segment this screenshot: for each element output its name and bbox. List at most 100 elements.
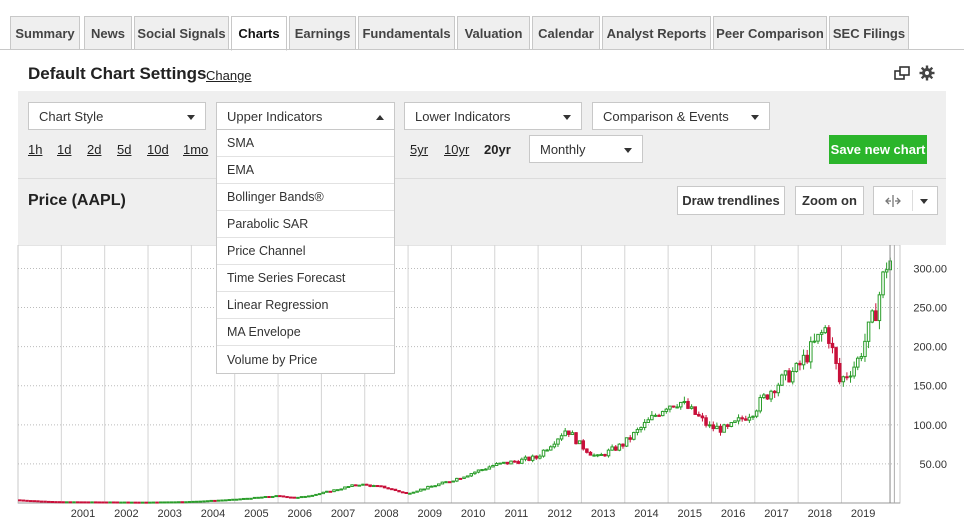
candle-up [520,458,524,464]
range-1h[interactable]: 1h [28,142,43,157]
candle-up [754,410,759,417]
candle-down [534,455,539,459]
candle-up [675,406,679,409]
chevron-down-icon [751,115,759,120]
candle-down [845,376,849,379]
candle-down [837,362,842,383]
x-tick-label: 2003 [157,508,181,520]
comparison-events-select[interactable]: Comparison & Events [592,102,770,130]
candle-up [632,431,636,440]
crosshair-select[interactable] [873,186,938,215]
tab-analyst-reports[interactable]: Analyst Reports [602,16,711,50]
candle-up [191,500,195,503]
menu-item-time-series-forecast[interactable]: Time Series Forecast [217,265,394,292]
candle-up [151,501,156,504]
menu-item-sma[interactable]: SMA [217,130,394,157]
candle-down [86,501,91,504]
candle-up [249,497,253,500]
candle-down [740,417,744,420]
candle-up [314,493,318,496]
menu-item-linear-regression[interactable]: Linear Regression [217,292,394,319]
y-tick-label: 300.00 [913,263,947,275]
interval-select[interactable]: Monthly [529,135,643,163]
candle-down [588,451,593,456]
candle-up [552,443,557,448]
candle-up [650,414,654,421]
zoom-on-button[interactable]: Zoom on [795,186,864,215]
candle-up [689,406,694,409]
candle-down [379,485,383,488]
menu-item-price-channel[interactable]: Price Channel [217,238,394,265]
candle-up [408,492,412,495]
candle-up [451,480,455,483]
candle-up [530,455,535,461]
tab-sec-filings[interactable]: SEC Filings [829,16,909,50]
panel-divider [18,178,946,179]
candle-down [137,501,141,504]
candle-up [679,401,683,408]
candle-down [104,501,109,504]
candle-up [556,438,560,445]
candle-up [776,384,781,394]
save-new-chart-button[interactable]: Save new chart [829,135,927,164]
tab-news[interactable]: News [84,16,132,50]
candle-up [205,500,210,503]
candle-up [429,485,434,488]
crosshair-divider [912,190,913,211]
tab-charts[interactable]: Charts [231,16,287,51]
upper-indicators-select[interactable]: Upper Indicators [216,102,395,130]
tab-valuation[interactable]: Valuation [457,16,530,50]
popout-icon[interactable] [893,64,911,82]
menu-item-bollinger-bands[interactable]: Bollinger Bands® [217,184,394,211]
candle-up [606,449,611,457]
range-1d[interactable]: 1d [57,142,72,157]
candle-down [386,487,390,490]
range-10d[interactable]: 10d [147,142,169,157]
price-chart[interactable]: 300.00 250.00 200.00 150.00 100.00 50.00 2001 2… [0,245,964,532]
menu-item-volume-by-price[interactable]: Volume by Price [227,352,318,367]
tabs-divider [0,49,964,50]
candle-up [642,421,647,429]
tab-peer-comparison[interactable]: Peer Comparison [713,16,827,50]
candle-down [697,413,701,417]
candle-up [541,449,546,457]
candle-down [101,501,105,504]
candle-up [668,405,672,410]
gear-icon[interactable] [918,64,936,82]
candle-up [209,499,213,502]
range-5yr[interactable]: 5yr [410,142,429,157]
candle-up [350,484,354,488]
candle-down [718,425,723,433]
candle-up [415,490,419,493]
candle-up [335,489,340,492]
chevron-down-icon [187,115,195,120]
menu-item-ma-envelope[interactable]: MA Envelope [217,319,394,346]
candle-down [574,432,578,445]
tab-earnings[interactable]: Earnings [289,16,356,50]
range-1mo[interactable]: 1mo [183,142,209,157]
candle-up [729,422,734,427]
candle-up [166,501,170,504]
lower-indicators-select[interactable]: Lower Indicators [404,102,582,130]
menu-item-ema[interactable]: EMA [217,157,394,184]
tab-summary[interactable]: Summary [10,16,80,50]
tab-social-signals[interactable]: Social Signals [134,16,229,50]
range-10yr[interactable]: 10yr [444,142,470,157]
draw-trendlines-button[interactable]: Draw trendlines [677,186,785,215]
range-20yr[interactable]: 20yr [484,142,511,157]
menu-item-parabolic-sar[interactable]: Parabolic SAR [217,211,394,238]
range-5d[interactable]: 5d [117,142,132,157]
crosshair-icon [884,194,902,211]
interval-label: Monthly [540,141,586,157]
tab-calendar[interactable]: Calendar [532,16,600,50]
candle-up [762,394,766,399]
candle-down [700,415,705,419]
candle-up [90,501,94,504]
candle-down [765,394,770,400]
candle-up [72,501,76,504]
range-2d[interactable]: 2d [87,142,102,157]
candle-down [93,501,98,504]
tab-fundamentals[interactable]: Fundamentals [358,16,455,50]
change-link[interactable]: Change [206,68,252,83]
chart-style-select[interactable]: Chart Style [28,102,206,130]
